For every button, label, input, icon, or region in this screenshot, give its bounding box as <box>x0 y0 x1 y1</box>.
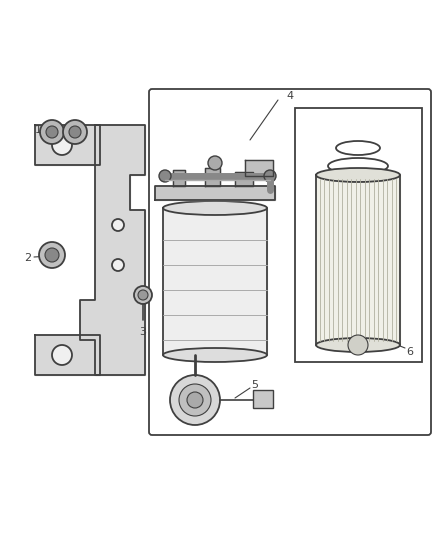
Circle shape <box>52 345 72 365</box>
Circle shape <box>208 156 222 170</box>
Circle shape <box>69 126 81 138</box>
Polygon shape <box>155 186 275 200</box>
Circle shape <box>159 170 171 182</box>
Ellipse shape <box>163 348 267 362</box>
FancyBboxPatch shape <box>149 89 431 435</box>
Ellipse shape <box>328 158 388 174</box>
Circle shape <box>179 384 211 416</box>
Polygon shape <box>235 172 253 186</box>
Polygon shape <box>163 208 267 355</box>
Text: 6: 6 <box>406 347 413 357</box>
Polygon shape <box>245 160 273 176</box>
Bar <box>253 390 273 408</box>
Circle shape <box>187 392 203 408</box>
Ellipse shape <box>336 141 380 155</box>
Circle shape <box>112 259 124 271</box>
Polygon shape <box>173 170 185 186</box>
Polygon shape <box>205 168 220 186</box>
Circle shape <box>40 120 64 144</box>
Circle shape <box>348 335 368 355</box>
Circle shape <box>264 170 276 182</box>
Text: 5: 5 <box>251 380 258 390</box>
Ellipse shape <box>316 168 400 182</box>
Text: 2: 2 <box>25 253 32 263</box>
Text: 3: 3 <box>139 327 146 337</box>
Polygon shape <box>35 335 100 375</box>
Ellipse shape <box>163 201 267 215</box>
Text: 4: 4 <box>286 91 293 101</box>
Circle shape <box>138 290 148 300</box>
Circle shape <box>46 126 58 138</box>
Polygon shape <box>316 175 400 345</box>
Circle shape <box>134 286 152 304</box>
Text: 1: 1 <box>35 125 42 135</box>
Circle shape <box>52 135 72 155</box>
Circle shape <box>45 248 59 262</box>
Bar <box>295 108 422 362</box>
Circle shape <box>170 375 220 425</box>
Ellipse shape <box>316 338 400 352</box>
Circle shape <box>39 242 65 268</box>
Polygon shape <box>35 125 100 165</box>
Circle shape <box>63 120 87 144</box>
Circle shape <box>112 219 124 231</box>
Polygon shape <box>80 125 145 375</box>
